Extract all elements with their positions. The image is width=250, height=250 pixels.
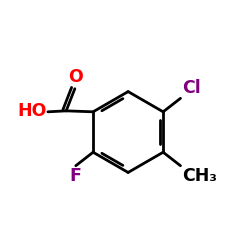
Text: O: O [68,68,83,86]
Text: CH₃: CH₃ [182,167,217,185]
Text: HO: HO [17,102,46,120]
Text: F: F [69,167,81,185]
Text: Cl: Cl [182,80,201,97]
